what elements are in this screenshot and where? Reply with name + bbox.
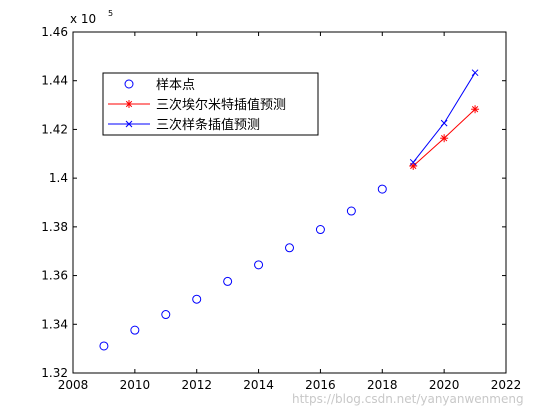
series-0-point	[130, 325, 140, 335]
y-exponent-label: x 10	[70, 12, 96, 26]
series-2-point	[409, 158, 417, 166]
star-stroke	[125, 100, 133, 108]
y-tick-label: 1.4	[49, 171, 68, 185]
series-1	[409, 105, 480, 170]
y-tick-label: 1.46	[41, 25, 68, 39]
series-0-point	[192, 294, 202, 304]
legend-marker	[125, 120, 133, 128]
x-tick-label: 2018	[367, 378, 398, 392]
y-exponent-power: 5	[108, 9, 113, 18]
x-tick-label: 2022	[491, 378, 522, 392]
series-0-point	[99, 341, 109, 351]
cross-stroke	[471, 69, 479, 77]
x-tick-label: 2008	[58, 378, 89, 392]
legend-label: 三次埃尔米特插值预测	[156, 97, 286, 113]
star-stroke	[440, 135, 448, 142]
series-0-point	[377, 184, 387, 194]
y-tick-label: 1.44	[41, 74, 68, 88]
legend-label: 样本点	[156, 78, 195, 93]
series-0-point	[315, 225, 325, 235]
series-0-point	[346, 206, 356, 216]
legend-entry-1: 三次埃尔米特插值预测	[108, 97, 286, 113]
legend-marker	[124, 79, 134, 89]
x-tick-label: 2020	[429, 378, 460, 392]
series-0-point	[285, 243, 294, 253]
cross-stroke	[440, 119, 448, 127]
legend-entry-2: 三次样条插值预测	[108, 117, 260, 133]
y-tick-label: 1.42	[41, 122, 68, 136]
legend-marker	[125, 100, 133, 108]
x-axis: 2008 2010 2012 2014 2016 2018 2020 2022	[58, 32, 522, 392]
series-0	[99, 184, 387, 351]
y-axis: 1.32 1.34 1.36 1.38 1.4 1.42 1.44 1.46	[41, 25, 506, 380]
star-stroke	[471, 106, 479, 113]
x-tick-label: 2016	[305, 378, 336, 392]
series-0-point	[254, 260, 264, 270]
cross-stroke	[125, 120, 133, 128]
series-2	[409, 69, 479, 166]
x-tick-label: 2010	[120, 378, 151, 392]
series-2-point	[440, 119, 448, 127]
cross-stroke	[409, 158, 417, 166]
y-tick-label: 1.32	[41, 366, 68, 380]
series-2-point	[471, 69, 479, 77]
y-tick-label: 1.36	[41, 269, 68, 283]
x-tick-label: 2012	[181, 378, 212, 392]
y-tick-label: 1.38	[41, 220, 68, 234]
watermark: https://blog.csdn.net/yanyanwenmeng	[292, 392, 524, 406]
x-tick-label: 2014	[243, 378, 274, 392]
legend-label: 三次样条插值预测	[156, 117, 260, 133]
y-tick-label: 1.34	[41, 317, 68, 331]
series-layer	[99, 69, 480, 351]
series-0-point	[161, 310, 171, 320]
series-1-point	[471, 105, 480, 114]
series-0-point	[223, 276, 233, 286]
series-1-point	[440, 134, 449, 143]
legend-entry-0: 样本点	[124, 78, 195, 93]
